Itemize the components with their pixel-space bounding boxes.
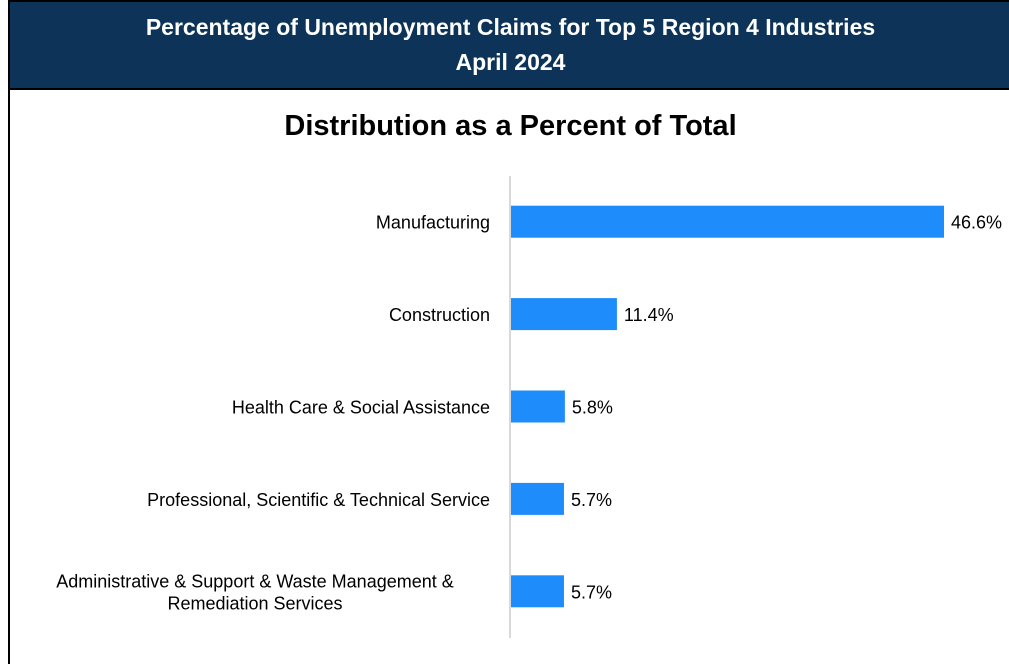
bar-value-label: 46.6% (951, 213, 1002, 233)
bar-value-label: 5.7% (571, 490, 612, 510)
category-label: Professional, Scientific & Technical Ser… (147, 490, 490, 510)
bar-0 (511, 205, 944, 238)
header-subtitle: April 2024 (455, 49, 566, 75)
bar-value-label: 5.8% (572, 398, 613, 418)
bar-value-label: 5.7% (571, 582, 612, 602)
category-label: Construction (389, 305, 490, 325)
bar-1 (511, 298, 617, 331)
chart-title: Distribution as a Percent of Total (284, 110, 737, 142)
chart-frame: Percentage of Unemployment Claims for To… (8, 0, 1009, 664)
category-label: Manufacturing (376, 213, 490, 233)
category-label: Health Care & Social Assistance (232, 398, 490, 418)
bar-3 (511, 482, 564, 515)
bar-4 (511, 575, 564, 608)
category-label: Administrative & Support & Waste Managem… (56, 571, 454, 613)
bar-value-label: 11.4% (624, 305, 674, 325)
header-title: Percentage of Unemployment Claims for To… (145, 14, 876, 40)
bar-2 (511, 390, 565, 423)
page-header: Percentage of Unemployment Claims for To… (10, 2, 1009, 90)
